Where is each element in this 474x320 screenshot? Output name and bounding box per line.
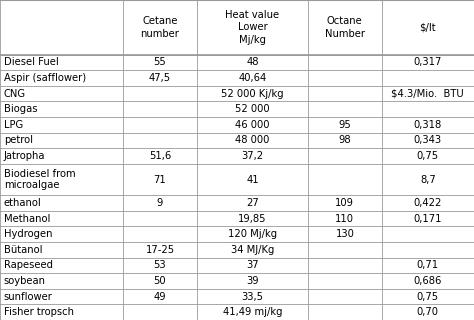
Text: Jatropha: Jatropha (4, 151, 46, 161)
Text: Bütanol: Bütanol (4, 245, 42, 255)
Text: 0,343: 0,343 (414, 135, 442, 146)
Text: 52 000 Kj/kg: 52 000 Kj/kg (221, 89, 284, 99)
Text: $4.3/Mio.  BTU: $4.3/Mio. BTU (392, 89, 464, 99)
Text: 17-25: 17-25 (146, 245, 174, 255)
Text: petrol: petrol (4, 135, 33, 146)
Text: 109: 109 (335, 198, 355, 208)
Text: Rapeseed: Rapeseed (4, 260, 53, 270)
Text: 48: 48 (246, 57, 259, 68)
Text: 39: 39 (246, 276, 259, 286)
Text: 37,2: 37,2 (241, 151, 264, 161)
Text: 98: 98 (338, 135, 351, 146)
Text: 0,70: 0,70 (417, 307, 439, 317)
Text: 110: 110 (335, 213, 355, 224)
Text: 0,75: 0,75 (417, 151, 439, 161)
Text: 47,5: 47,5 (149, 73, 171, 83)
Text: 0,171: 0,171 (413, 213, 442, 224)
Text: Heat value
Lower
Mj/kg: Heat value Lower Mj/kg (225, 10, 280, 45)
Text: 71: 71 (154, 174, 166, 185)
Text: LPG: LPG (4, 120, 23, 130)
Text: Methanol: Methanol (4, 213, 50, 224)
Text: 40,64: 40,64 (238, 73, 266, 83)
Text: Aspir (safflower): Aspir (safflower) (4, 73, 86, 83)
Text: 34 MJ/Kg: 34 MJ/Kg (231, 245, 274, 255)
Text: Biodiesel from
microalgae: Biodiesel from microalgae (4, 169, 75, 190)
Text: 48 000: 48 000 (235, 135, 270, 146)
Text: 41: 41 (246, 174, 259, 185)
Text: 49: 49 (154, 292, 166, 301)
Text: 52 000: 52 000 (235, 104, 270, 114)
Text: 95: 95 (338, 120, 351, 130)
Text: 51,6: 51,6 (149, 151, 171, 161)
Text: 33,5: 33,5 (241, 292, 264, 301)
Text: 37: 37 (246, 260, 259, 270)
Text: Fisher tropsch: Fisher tropsch (4, 307, 74, 317)
Text: 0,75: 0,75 (417, 292, 439, 301)
Text: Biogas: Biogas (4, 104, 37, 114)
Text: soybean: soybean (4, 276, 46, 286)
Text: $/lt: $/lt (419, 22, 436, 32)
Text: 0,317: 0,317 (414, 57, 442, 68)
Text: 130: 130 (336, 229, 354, 239)
Text: 8,7: 8,7 (420, 174, 436, 185)
Text: 0,422: 0,422 (414, 198, 442, 208)
Text: Cetane
number: Cetane number (140, 16, 180, 38)
Text: 0,318: 0,318 (414, 120, 442, 130)
Text: CNG: CNG (4, 89, 26, 99)
Text: sunflower: sunflower (4, 292, 53, 301)
Text: 9: 9 (157, 198, 163, 208)
Text: 120 Mj/kg: 120 Mj/kg (228, 229, 277, 239)
Text: 46 000: 46 000 (235, 120, 270, 130)
Text: Hydrogen: Hydrogen (4, 229, 52, 239)
Text: 41,49 mj/kg: 41,49 mj/kg (223, 307, 282, 317)
Text: 55: 55 (154, 57, 166, 68)
Text: 27: 27 (246, 198, 259, 208)
Text: 0,686: 0,686 (414, 276, 442, 286)
Text: 0,71: 0,71 (417, 260, 439, 270)
Text: Octane
Number: Octane Number (325, 16, 365, 38)
Text: 19,85: 19,85 (238, 213, 267, 224)
Text: 53: 53 (154, 260, 166, 270)
Text: Diesel Fuel: Diesel Fuel (4, 57, 59, 68)
Text: ethanol: ethanol (4, 198, 42, 208)
Text: 50: 50 (154, 276, 166, 286)
